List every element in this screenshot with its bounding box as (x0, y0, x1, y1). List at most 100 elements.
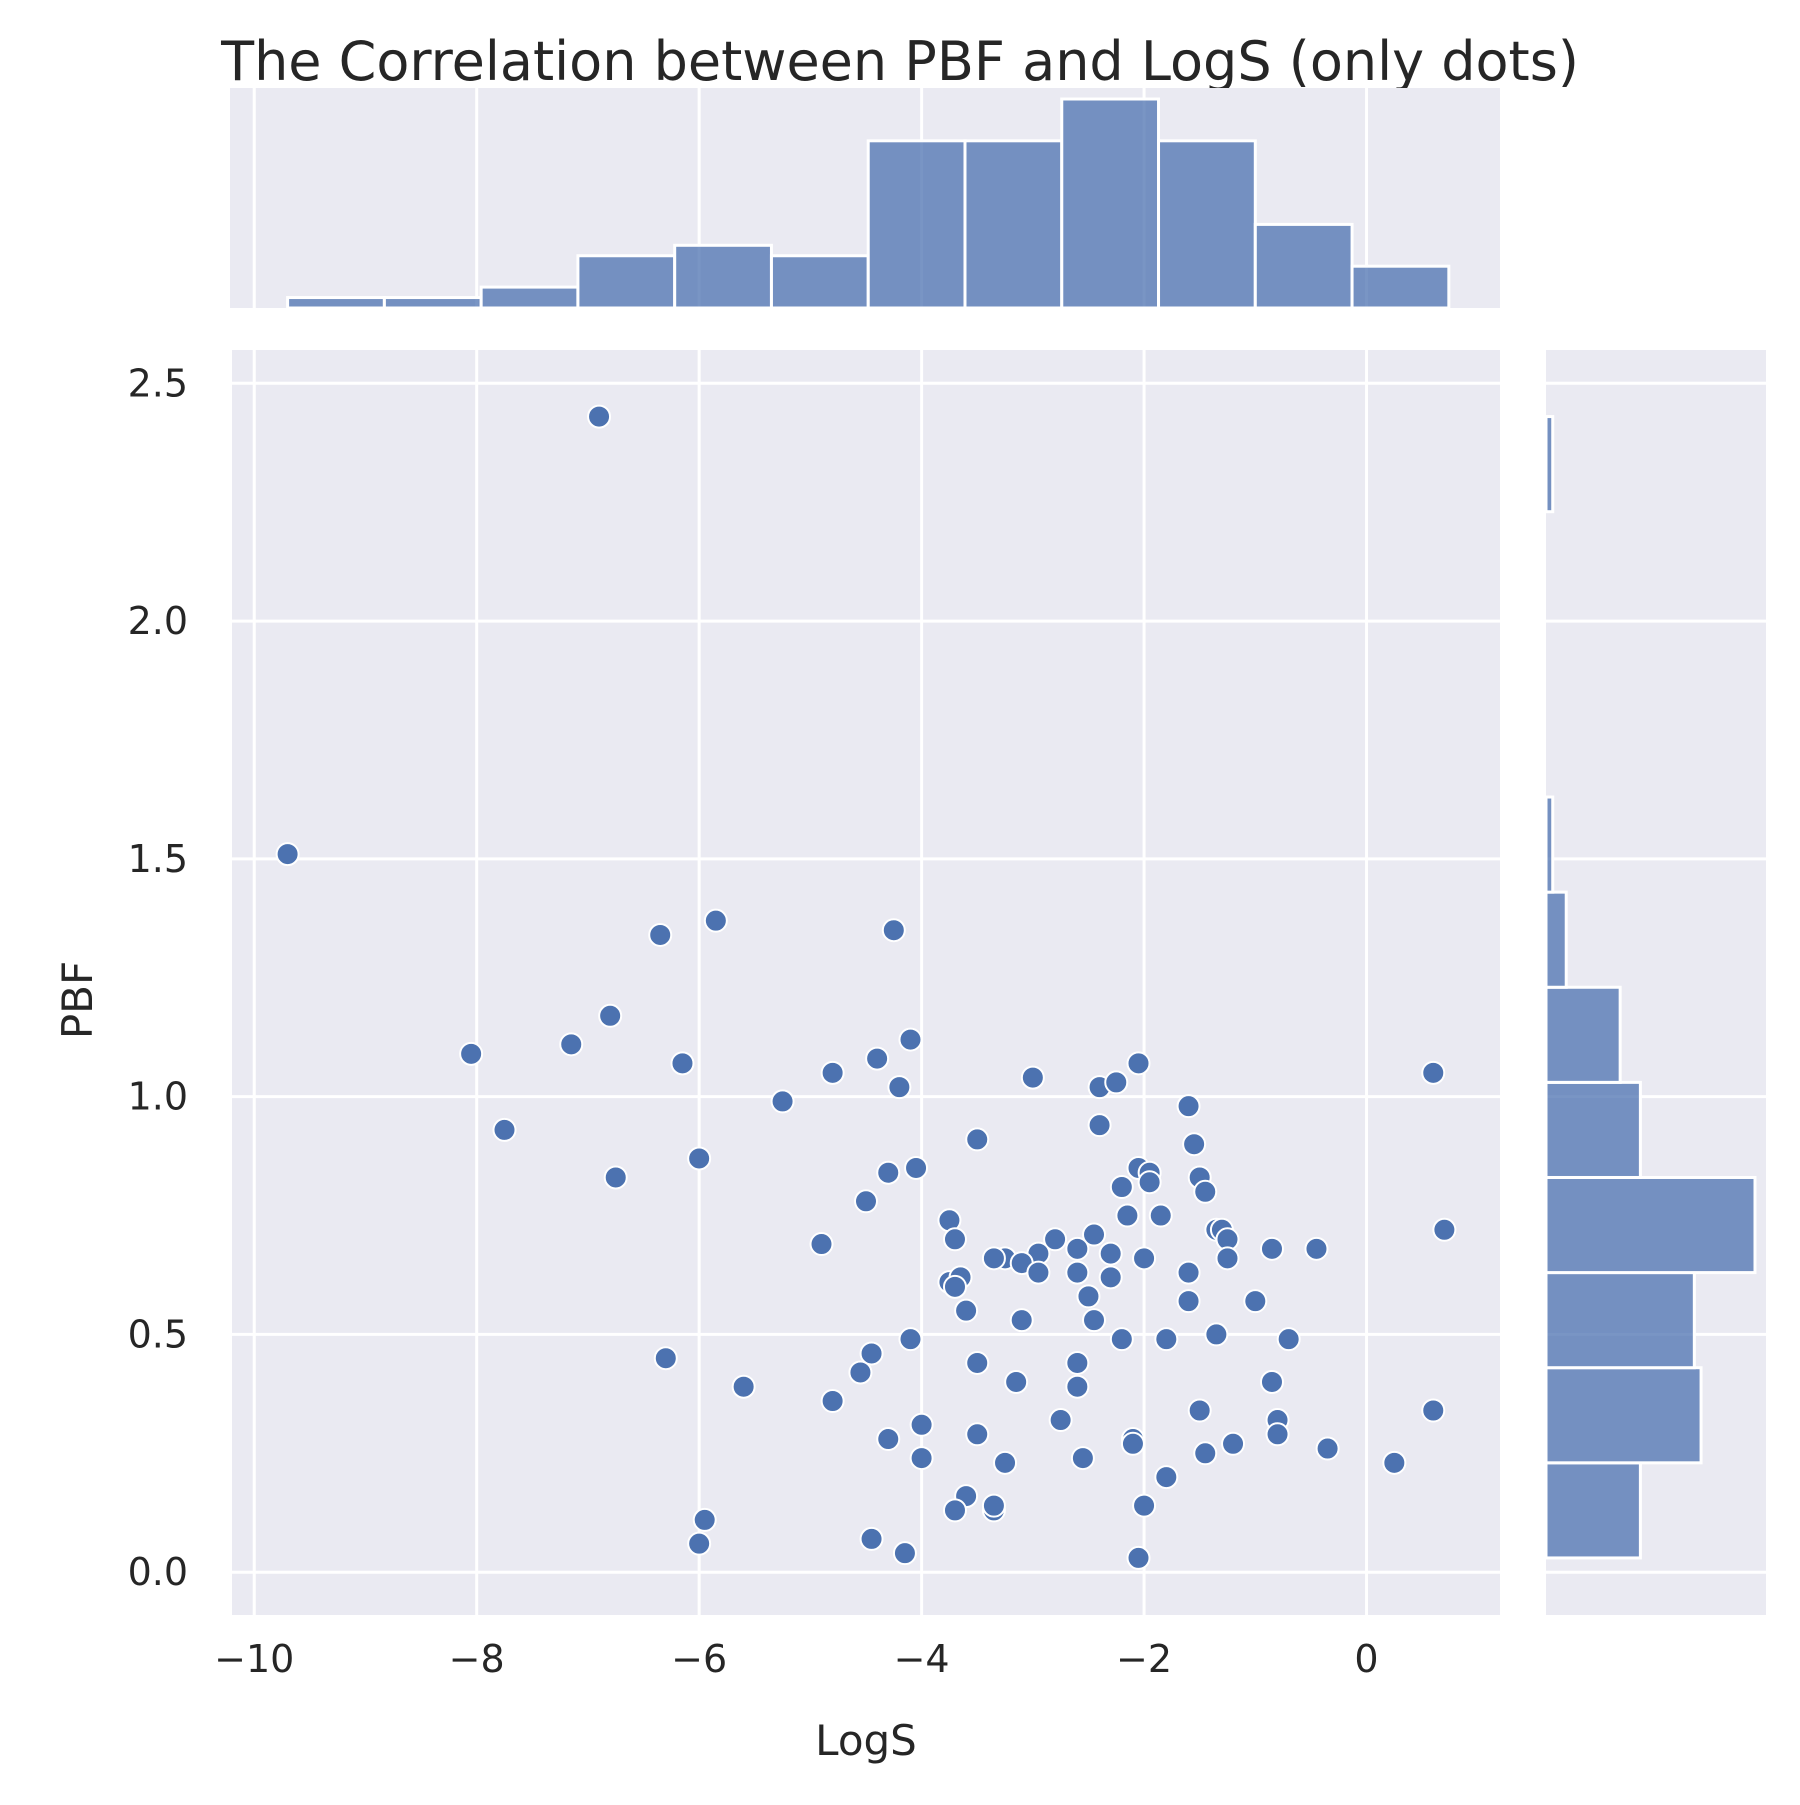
x-tick-label: −6 (671, 1637, 727, 1681)
right-histogram-bar (1544, 415, 1555, 514)
scatter-point (909, 1412, 934, 1437)
main-scatter-panel (232, 350, 1500, 1615)
scatter-point (275, 842, 300, 867)
right-histogram-bar (1544, 1175, 1757, 1275)
x-tick-label: −8 (449, 1637, 505, 1681)
right-histogram-bar (1544, 1080, 1642, 1179)
scatter-point (820, 1388, 845, 1413)
x-tick-label: −2 (1116, 1637, 1172, 1681)
scatter-point (687, 1531, 712, 1556)
scatter-point (1082, 1222, 1107, 1247)
top-histogram-bar (1350, 264, 1451, 310)
scatter-point (1082, 1308, 1107, 1333)
scatter-point (1215, 1246, 1240, 1271)
scatter-point (965, 1127, 990, 1152)
scatter-point (1126, 1545, 1151, 1570)
scatter-point (492, 1117, 517, 1142)
scatter-point (1259, 1369, 1284, 1394)
scatter-point (854, 1189, 878, 1214)
scatter-point (1065, 1350, 1090, 1375)
scatter-point (670, 1051, 695, 1076)
scatter-point (603, 1165, 628, 1190)
scatter-point (876, 1160, 901, 1185)
scatter-point (904, 1155, 929, 1180)
scatter-point (1009, 1308, 1034, 1333)
scatter-point (703, 908, 728, 933)
scatter-point (648, 922, 673, 947)
scatter-point (1182, 1132, 1207, 1157)
scatter-point (892, 1541, 917, 1566)
scatter-point (1382, 1450, 1407, 1475)
scatter-point (731, 1374, 756, 1399)
scatter-point (1115, 1203, 1140, 1228)
scatter-point (1432, 1217, 1457, 1242)
top-histogram-bar (673, 243, 773, 310)
scatter-point (598, 1003, 623, 1028)
scatter-point (1315, 1436, 1340, 1461)
right-histogram-bar (1544, 1366, 1703, 1465)
scatter-point (887, 1075, 912, 1100)
scatter-point (1204, 1322, 1229, 1347)
scatter-point (965, 1350, 990, 1375)
scatter-point (1132, 1493, 1157, 1518)
scatter-point (1193, 1179, 1218, 1204)
scatter-point (1154, 1327, 1179, 1352)
scatter-point (587, 404, 612, 429)
top-histogram-bar (1060, 97, 1161, 310)
x-tick-labels: −10 −8 −6 −4 −2 0 (214, 1637, 1378, 1681)
scatter-point (1098, 1265, 1123, 1290)
top-histogram-bar (479, 285, 580, 310)
scatter-point (1070, 1446, 1095, 1471)
y-tick-label: 1.0 (128, 1075, 188, 1119)
x-tick-label: −4 (894, 1637, 950, 1681)
right-histogram-bar (1544, 890, 1568, 989)
y-tick-label: 1.5 (128, 837, 188, 881)
top-histogram-bar (286, 296, 386, 310)
y-tick-label: 0.0 (128, 1550, 188, 1594)
y-axis-label: PBF (53, 961, 102, 1039)
right-histogram-bar (1544, 1461, 1642, 1560)
scatter-point (1176, 1094, 1201, 1119)
y-tick-labels: 0.0 0.5 1.0 1.5 2.0 2.5 (128, 361, 188, 1594)
scatter-point (1243, 1289, 1268, 1314)
scatter-point (459, 1041, 484, 1066)
scatter-point (1265, 1422, 1290, 1447)
scatter-point (1104, 1070, 1129, 1095)
scatter-point (1154, 1465, 1179, 1490)
scatter-point (1065, 1236, 1090, 1261)
scatter-point (993, 1450, 1018, 1475)
scatter-point (954, 1298, 979, 1323)
scatter-point (1065, 1374, 1090, 1399)
scatter-point (687, 1146, 712, 1171)
x-axis-label: LogS (815, 1716, 917, 1765)
scatter-point (1193, 1441, 1218, 1466)
y-tick-label: 0.5 (128, 1312, 188, 1356)
scatter-point (942, 1498, 967, 1523)
scatter-point (942, 1227, 967, 1252)
scatter-point (942, 1274, 967, 1299)
scatter-point (1048, 1408, 1073, 1433)
scatter-point (1043, 1227, 1068, 1252)
scatter-points (275, 404, 1457, 1570)
scatter-point (1187, 1398, 1212, 1423)
scatter-point (1176, 1289, 1201, 1314)
top-histogram-bar (382, 296, 483, 310)
right-histogram-bars (1544, 415, 1757, 1560)
scatter-point (1148, 1203, 1173, 1228)
scatter-point (865, 1046, 890, 1071)
scatter-point (1421, 1398, 1446, 1423)
scatter-point (1126, 1051, 1151, 1076)
scatter-point (1020, 1065, 1045, 1090)
y-tick-label: 2.5 (128, 361, 188, 405)
top-histogram-bar (769, 254, 870, 310)
scatter-point (1276, 1327, 1301, 1352)
scatter-point (981, 1246, 1006, 1271)
scatter-point (1132, 1246, 1157, 1271)
scatter-point (559, 1032, 584, 1057)
scatter-point (653, 1346, 678, 1371)
scatter-point (1109, 1174, 1134, 1199)
right-histogram-bar (1544, 1271, 1696, 1370)
y-tick-label: 2.0 (128, 599, 188, 643)
